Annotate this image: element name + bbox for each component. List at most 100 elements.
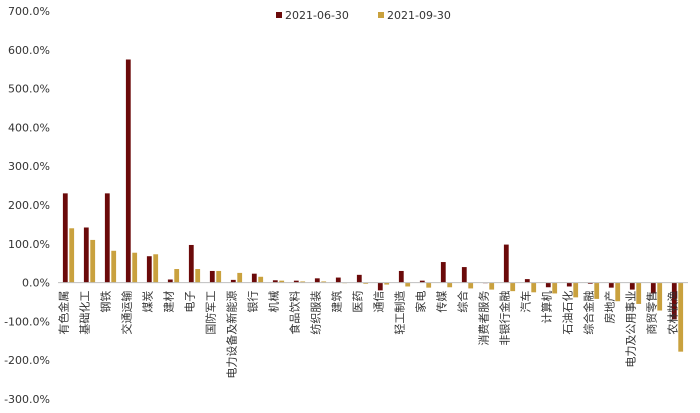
- bar-2021-06-30: [314, 278, 320, 283]
- bar-2021-06-30: [419, 280, 425, 283]
- bar-2021-06-30: [188, 244, 194, 283]
- x-tick-label: 电子: [184, 291, 197, 313]
- y-tick-label: 700.0%: [8, 5, 50, 18]
- bar-2021-09-30: [636, 282, 642, 304]
- bar-2021-06-30: [398, 270, 404, 283]
- bar-2021-09-30: [111, 250, 117, 283]
- bar-2021-06-30: [503, 244, 509, 283]
- legend-label: 2021-09-30: [387, 9, 451, 22]
- bar-2021-06-30: [671, 282, 677, 320]
- y-tick-label: 300.0%: [8, 160, 50, 173]
- bar-2021-06-30: [650, 282, 656, 294]
- x-tick-label: 家电: [414, 291, 428, 313]
- bar-2021-06-30: [167, 279, 173, 283]
- bar-2021-09-30: [510, 282, 516, 292]
- x-tick-label: 农林牧渔: [666, 291, 680, 335]
- bar-2021-09-30: [552, 282, 558, 294]
- legend-label: 2021-06-30: [285, 9, 349, 22]
- x-tick-label: 机械: [267, 291, 281, 313]
- x-tick-label: 基础化工: [78, 291, 92, 335]
- bar-2021-06-30: [356, 274, 362, 283]
- x-tick-label: 电力设备及新能源: [225, 291, 239, 379]
- bar-2021-09-30: [69, 228, 75, 283]
- y-tick-label: -300.0%: [4, 393, 50, 406]
- bar-2021-06-30: [545, 282, 551, 288]
- bar-2021-09-30: [531, 282, 537, 293]
- y-tick-label: -200.0%: [4, 354, 50, 367]
- bar-2021-09-30: [615, 282, 621, 302]
- x-tick-label: 计算机: [540, 291, 554, 324]
- y-tick-label: 100.0%: [8, 238, 50, 251]
- bar-2021-06-30: [230, 279, 236, 283]
- bar-2021-06-30: [461, 267, 467, 283]
- y-tick-label: 500.0%: [8, 83, 50, 96]
- x-tick-label: 煤炭: [142, 291, 155, 313]
- legend: 2021-06-30 2021-09-30: [276, 9, 451, 22]
- x-tick-label: 医药: [352, 291, 365, 313]
- bars: [62, 59, 684, 352]
- bar-2021-09-30: [678, 282, 684, 352]
- bar-2021-09-30: [132, 252, 138, 283]
- y-tick-label: -100.0%: [4, 315, 50, 328]
- x-tick-label: 电力及公用事业: [625, 291, 638, 368]
- bar-2021-09-30: [279, 280, 285, 283]
- bar-2021-09-30: [174, 269, 180, 283]
- y-tick-label: 400.0%: [8, 121, 50, 134]
- bar-2021-06-30: [629, 282, 635, 290]
- bar-2021-09-30: [594, 282, 600, 299]
- bar-2021-09-30: [300, 281, 306, 283]
- y-axis: -300.0% -200.0% -100.0% 0.0% 100.0% 200.0% 300…: [4, 5, 50, 406]
- x-tick-label: 非银行金融: [498, 291, 512, 346]
- y-tick-label: 600.0%: [8, 44, 50, 57]
- bar-2021-06-30: [335, 277, 341, 283]
- x-tick-label: 食品饮料: [288, 291, 302, 335]
- x-tick-label: 建材: [162, 291, 176, 313]
- x-tick-label: 建筑: [330, 291, 344, 313]
- x-tick-label: 国防军工: [204, 291, 218, 335]
- x-tick-label: 房地产: [603, 291, 617, 324]
- x-tick-label: 消费者服务: [477, 291, 491, 346]
- bar-2021-09-30: [405, 282, 411, 287]
- bar-2021-09-30: [237, 272, 243, 283]
- bar-2021-06-30: [251, 273, 257, 283]
- bar-2021-09-30: [363, 282, 369, 284]
- x-tick-label: 银行: [246, 291, 260, 313]
- x-tick-label: 有色金属: [57, 291, 71, 335]
- bar-2021-09-30: [321, 281, 327, 283]
- bar-2021-09-30: [468, 282, 474, 289]
- bar-2021-06-30: [83, 227, 89, 283]
- bar-2021-09-30: [657, 282, 663, 311]
- legend-swatch: [378, 12, 384, 18]
- bar-2021-06-30: [104, 193, 110, 283]
- x-tick-label: 纺织服装: [309, 291, 323, 335]
- bar-2021-06-30: [566, 282, 572, 287]
- x-tick-labels: 有色金属 基础化工 钢铁 交通运输 煤炭 建材 电子 国防军工 电力设备及新能源 银行 机械 食品饮料…: [57, 291, 680, 379]
- bar-2021-06-30: [62, 193, 68, 283]
- bar-2021-09-30: [216, 270, 222, 283]
- bar-2021-09-30: [384, 282, 390, 285]
- bar-2021-09-30: [573, 282, 579, 298]
- x-tick-label: 综合金融: [582, 291, 596, 335]
- bar-2021-06-30: [272, 280, 278, 283]
- x-tick-label: 石油石化: [561, 291, 575, 335]
- y-tick-label: 0.0%: [22, 277, 50, 290]
- x-tick-label: 商贸零售: [645, 291, 659, 335]
- y-tick-label: 200.0%: [8, 199, 50, 212]
- x-tick-label: 交通运输: [120, 291, 134, 335]
- bar-2021-06-30: [587, 282, 593, 284]
- x-tick-label: 综合: [456, 291, 470, 313]
- bar-2021-09-30: [90, 239, 96, 283]
- bar-2021-06-30: [209, 270, 215, 283]
- bar-2021-09-30: [447, 282, 453, 288]
- bar-2021-06-30: [293, 280, 299, 283]
- x-tick-label: 传媒: [436, 291, 449, 313]
- bar-2021-09-30: [153, 254, 159, 283]
- x-tick-label: 汽车: [519, 291, 533, 313]
- x-tick-label: 通信: [373, 291, 386, 313]
- bar-2021-06-30: [608, 282, 614, 288]
- legend-swatch: [276, 12, 282, 18]
- bar-2021-06-30: [440, 262, 446, 283]
- bar-2021-06-30: [524, 279, 530, 283]
- x-tick-label: 钢铁: [100, 291, 113, 313]
